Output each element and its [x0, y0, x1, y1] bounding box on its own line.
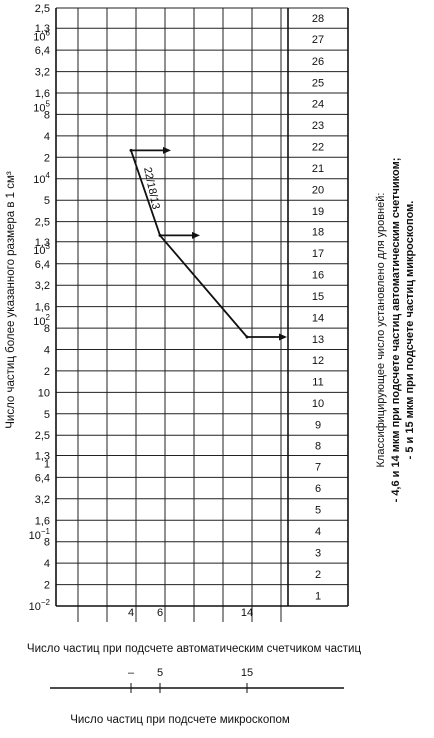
y-tick-label: 8 — [44, 109, 50, 121]
level-number: 8 — [315, 440, 321, 452]
level-number: 20 — [312, 185, 324, 197]
level-number: 6 — [315, 483, 321, 495]
level-number: 28 — [312, 13, 324, 25]
y-tick-exponent: −2 — [41, 598, 51, 607]
x-tick-label-micro: 15 — [241, 667, 253, 679]
y-tick-label: 4 — [44, 345, 50, 357]
y-tick-label: 2,5 — [35, 217, 50, 229]
right-label-title: Классифицирующее число установлено для у… — [375, 193, 387, 468]
level-number: 9 — [315, 420, 321, 432]
level-number: 2 — [315, 569, 321, 581]
level-number: 14 — [312, 312, 324, 324]
y-tick-exponent: 6 — [46, 28, 51, 37]
y-tick-label: 2 — [44, 366, 50, 378]
y-tick-label: 3,2 — [35, 67, 50, 79]
grid-lines — [55, 7, 349, 622]
x-axis-label-auto: Число частиц при подсчете автоматическим… — [27, 643, 362, 655]
y-tick-label: 8 — [44, 323, 50, 335]
y-tick-label: 1 — [44, 459, 50, 471]
y-tick-label: 6,4 — [35, 45, 50, 57]
x-tick-label-auto: 4 — [128, 607, 134, 619]
x-ticks-micro: – 5 15 — [128, 667, 253, 693]
level-number: 1 — [315, 590, 321, 602]
level-arrow-head — [279, 333, 287, 341]
y-tick-label: 1,6 — [35, 88, 50, 100]
level-number: 27 — [312, 34, 324, 46]
x-ticks-auto: 4 6 14 — [128, 607, 253, 619]
level-number: 5 — [315, 505, 321, 517]
y-tick-label: 103 — [33, 242, 50, 257]
y-tick-label: 2,5 — [35, 3, 50, 15]
level-number: 11 — [312, 377, 323, 389]
y-tick-label: 10−2 — [29, 598, 51, 613]
level-number: 15 — [312, 291, 324, 303]
x-tick-label-micro: – — [128, 667, 135, 679]
y-axis-label: Число частиц более указанного размера в … — [5, 171, 17, 429]
y-tick-label: 1,6 — [35, 515, 50, 527]
level-number: 10 — [312, 398, 324, 410]
level-number: 18 — [312, 227, 324, 239]
y-tick-exponent: 4 — [46, 171, 51, 180]
level-number: 22 — [312, 142, 324, 154]
level-number: 19 — [312, 206, 324, 218]
level-number: 16 — [312, 270, 324, 282]
x-tick-label-auto: 6 — [157, 607, 163, 619]
x-axis-label-micro: Число частиц при подсчете микроскопом — [70, 714, 290, 726]
level-arrow-head — [163, 146, 171, 154]
level-number: 3 — [315, 547, 321, 559]
level-number: 17 — [312, 248, 324, 260]
right-label-line2: - 5 и 15 мкм при подсчете частиц микроск… — [404, 201, 416, 460]
y-tick-label: 10 — [38, 387, 50, 399]
level-number: 13 — [312, 334, 324, 346]
x-tick-label-micro: 5 — [157, 667, 163, 679]
right-label-line1: - 4,6 и 14 мкм при подсчете частиц автом… — [390, 158, 402, 503]
y-tick-label: 5 — [44, 195, 50, 207]
y-tick-labels: 2,51,31066,43,21,610584210452,51,31036,4… — [29, 3, 51, 613]
level-number: 12 — [312, 355, 324, 367]
y-tick-label: 1,3 — [35, 451, 50, 463]
y-tick-label: 1,6 — [35, 302, 50, 314]
y-tick-label: 104 — [33, 171, 50, 186]
y-tick-label: 4 — [44, 558, 50, 570]
y-tick-label: 3,2 — [35, 280, 50, 292]
level-number: 23 — [312, 120, 324, 132]
x-tick-label-auto: 14 — [241, 607, 253, 619]
level-number: 7 — [315, 461, 321, 473]
y-tick-exponent: 3 — [46, 242, 51, 251]
y-tick-label: 1,3 — [35, 237, 50, 249]
y-tick-label: 2 — [44, 152, 50, 164]
y-tick-label: 106 — [33, 28, 50, 43]
y-tick-label: 5 — [44, 409, 50, 421]
y-tick-label: 4 — [44, 131, 50, 143]
y-tick-label: 2 — [44, 580, 50, 592]
level-arrows — [131, 146, 287, 341]
y-tick-label: 6,4 — [35, 472, 50, 484]
y-tick-label: 8 — [44, 537, 50, 549]
level-numbers: 1234567891011121314151617181920212223242… — [312, 13, 324, 602]
y-tick-exponent: −1 — [41, 527, 51, 536]
level-number: 26 — [312, 56, 324, 68]
level-number: 4 — [315, 526, 321, 538]
y-tick-label: 6,4 — [35, 259, 50, 271]
y-tick-exponent: 2 — [46, 313, 51, 322]
y-tick-label: 1,3 — [35, 23, 50, 35]
level-number: 21 — [312, 163, 324, 175]
y-tick-label: 2,5 — [35, 430, 50, 442]
level-arrow-head — [192, 231, 200, 239]
level-number: 24 — [312, 99, 324, 111]
level-number: 25 — [312, 77, 324, 89]
y-tick-label: 3,2 — [35, 494, 50, 506]
y-tick-exponent: 5 — [46, 100, 51, 109]
